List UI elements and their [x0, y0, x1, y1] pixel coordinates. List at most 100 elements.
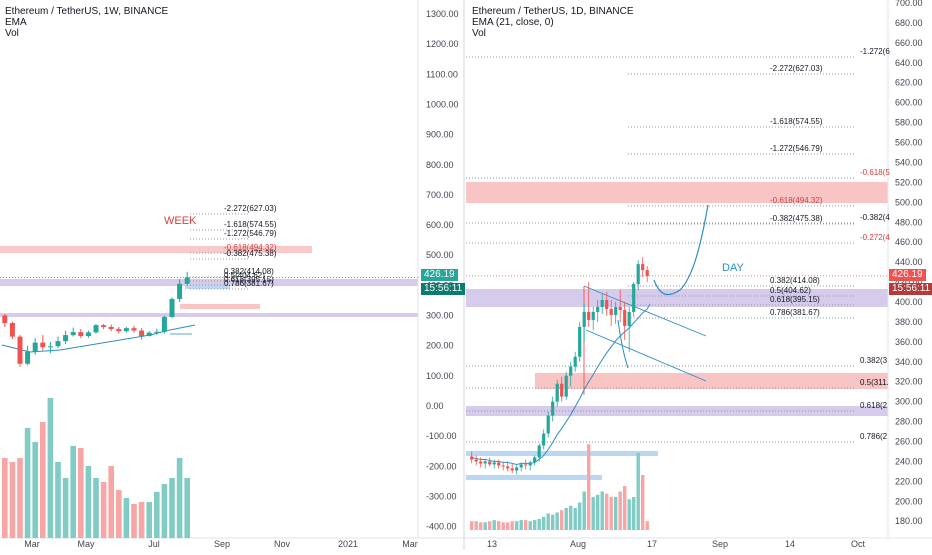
left-fib-label: 0.382(414.08) [224, 267, 274, 276]
left-volume-bar [161, 484, 168, 538]
left-volume-bar [9, 462, 16, 538]
right-volume-bar [551, 514, 555, 530]
right-candle-body [632, 284, 636, 312]
left-fib-label: -2.272(627.03) [224, 204, 277, 213]
right-fib-label: 0.382(414.08) [770, 276, 820, 285]
right-fib-label: 0.618(395.15) [770, 295, 820, 304]
left-candle-body [47, 346, 53, 348]
left-candle-body [101, 325, 107, 327]
left-price-axis-label: 1200.00 [426, 39, 459, 49]
right-volume-bar [537, 519, 541, 530]
right-volume-bar [641, 475, 645, 530]
right-price-axis-label: 360.00 [895, 337, 923, 347]
right-fib-label: -0.382(4 [860, 213, 890, 222]
left-vol-legend: Vol [5, 28, 19, 39]
right-volume-bar [600, 491, 604, 530]
right-vol-legend: Vol [472, 28, 486, 39]
right-volume-bar [591, 497, 595, 530]
left-chart-title: Ethereum / TetherUS, 1W, BINANCE [5, 6, 169, 17]
right-price-axis-label: 540.00 [895, 157, 923, 167]
right-legend: Ethereum / TetherUS, 1D, BINANCE EMA (21… [472, 6, 634, 39]
right-volume-bar [645, 521, 649, 530]
support-zone [466, 289, 888, 307]
left-volume-bar [78, 448, 84, 538]
left-candle-body [123, 328, 129, 332]
left-candle-body [146, 332, 152, 337]
left-price-axis-label: 800.00 [426, 160, 454, 170]
right-volume-bar [533, 520, 537, 530]
right-price-axis-label: 320.00 [895, 377, 923, 387]
left-volume-bar [176, 458, 183, 538]
left-candle-body [25, 351, 31, 364]
left-volume-bar [138, 502, 145, 538]
right-price-axis-label: 440.00 [895, 257, 923, 267]
right-candle-body [573, 356, 577, 367]
right-price-axis-label: 220.00 [895, 476, 923, 486]
left-fib-label: -0.618(494.32) [224, 243, 277, 252]
left-time-axis-label: May [77, 539, 95, 549]
left-volume-bar [146, 502, 152, 538]
support-zone-lower [0, 313, 418, 317]
right-candle-body [623, 309, 627, 326]
right-price-axis-label: 680.00 [895, 18, 923, 28]
demand-zone [180, 304, 260, 309]
right-time-axis-label: 17 [647, 539, 657, 549]
right-price-axis-label: 660.00 [895, 38, 923, 48]
left-price-axis-label: 1000.00 [426, 99, 459, 109]
left-volume-bar [24, 428, 31, 538]
right-ema-legend: EMA (21, close, 0) [472, 17, 554, 28]
left-price-axis-label: 0.00 [426, 401, 444, 411]
right-volume-bar [564, 508, 568, 530]
left-price-axis-label: -100.00 [426, 431, 457, 441]
right-volume-bar [627, 499, 631, 530]
right-fib-label: -0.618(5 [860, 168, 890, 177]
left-candle-body [70, 332, 76, 336]
right-candle-body [614, 306, 618, 315]
right-volume-bar [636, 453, 640, 530]
left-candle-body [78, 332, 84, 337]
left-candle-body [40, 342, 46, 348]
right-candle-body [515, 467, 519, 471]
left-price-axis-label: 1300.00 [426, 9, 459, 19]
left-volume-bar [70, 446, 76, 538]
left-time-axis-label: Mar [24, 539, 40, 549]
left-candle-body [17, 336, 23, 364]
right-price-axis-label: 200.00 [895, 496, 923, 506]
right-volume-bar [609, 497, 613, 530]
right-fib-label: 0.5(404.62) [770, 286, 811, 295]
right-volume-bar [483, 522, 487, 530]
right-candle-body [636, 264, 640, 285]
left-candle-body [108, 326, 114, 330]
left-weekly-chart[interactable]: 1300.00 1200.00 1100.00 1000.00 900.00 800.00… [0, 0, 459, 549]
right-candle-body [587, 311, 591, 320]
resistance-zone [0, 246, 312, 253]
right-candle-body [533, 457, 537, 463]
support-zone-upper [0, 279, 418, 286]
right-price-axis-label: 400.00 [895, 297, 923, 307]
right-volume-bar [573, 508, 577, 530]
left-volume-bar [40, 422, 46, 538]
left-fib-label: 0.5(404.62) [224, 271, 265, 280]
right-candle-body [542, 433, 546, 446]
right-daily-chart[interactable]: 700.00 680.00 660.00 640.00 620.00 600.00 580.… [466, 0, 923, 549]
left-price-axis-label: 1100.00 [426, 69, 458, 79]
right-candle-body [627, 311, 631, 326]
left-volume-bar [123, 498, 130, 538]
right-time-axis-label: Oct [851, 539, 866, 549]
right-volume-bar [605, 493, 609, 530]
left-price-axis-label: 700.00 [426, 190, 454, 200]
right-countdown-badge: 15:56:11 [889, 283, 932, 295]
right-candle-body [596, 306, 600, 312]
right-volume-bar [623, 486, 627, 530]
right-time-axis-label: Sep [712, 539, 728, 549]
right-price-axis-label: 240.00 [895, 456, 923, 466]
blue-zone-lower [466, 475, 602, 480]
left-time-axis-label: Nov [274, 539, 291, 549]
right-volume-bar [632, 497, 636, 530]
right-price-axis-label: 460.00 [895, 237, 923, 247]
right-candle-body [641, 264, 645, 271]
right-fib-label: -0.272(4 [860, 233, 890, 242]
week-label: WEEK [164, 215, 197, 227]
left-candle-body [63, 335, 69, 342]
